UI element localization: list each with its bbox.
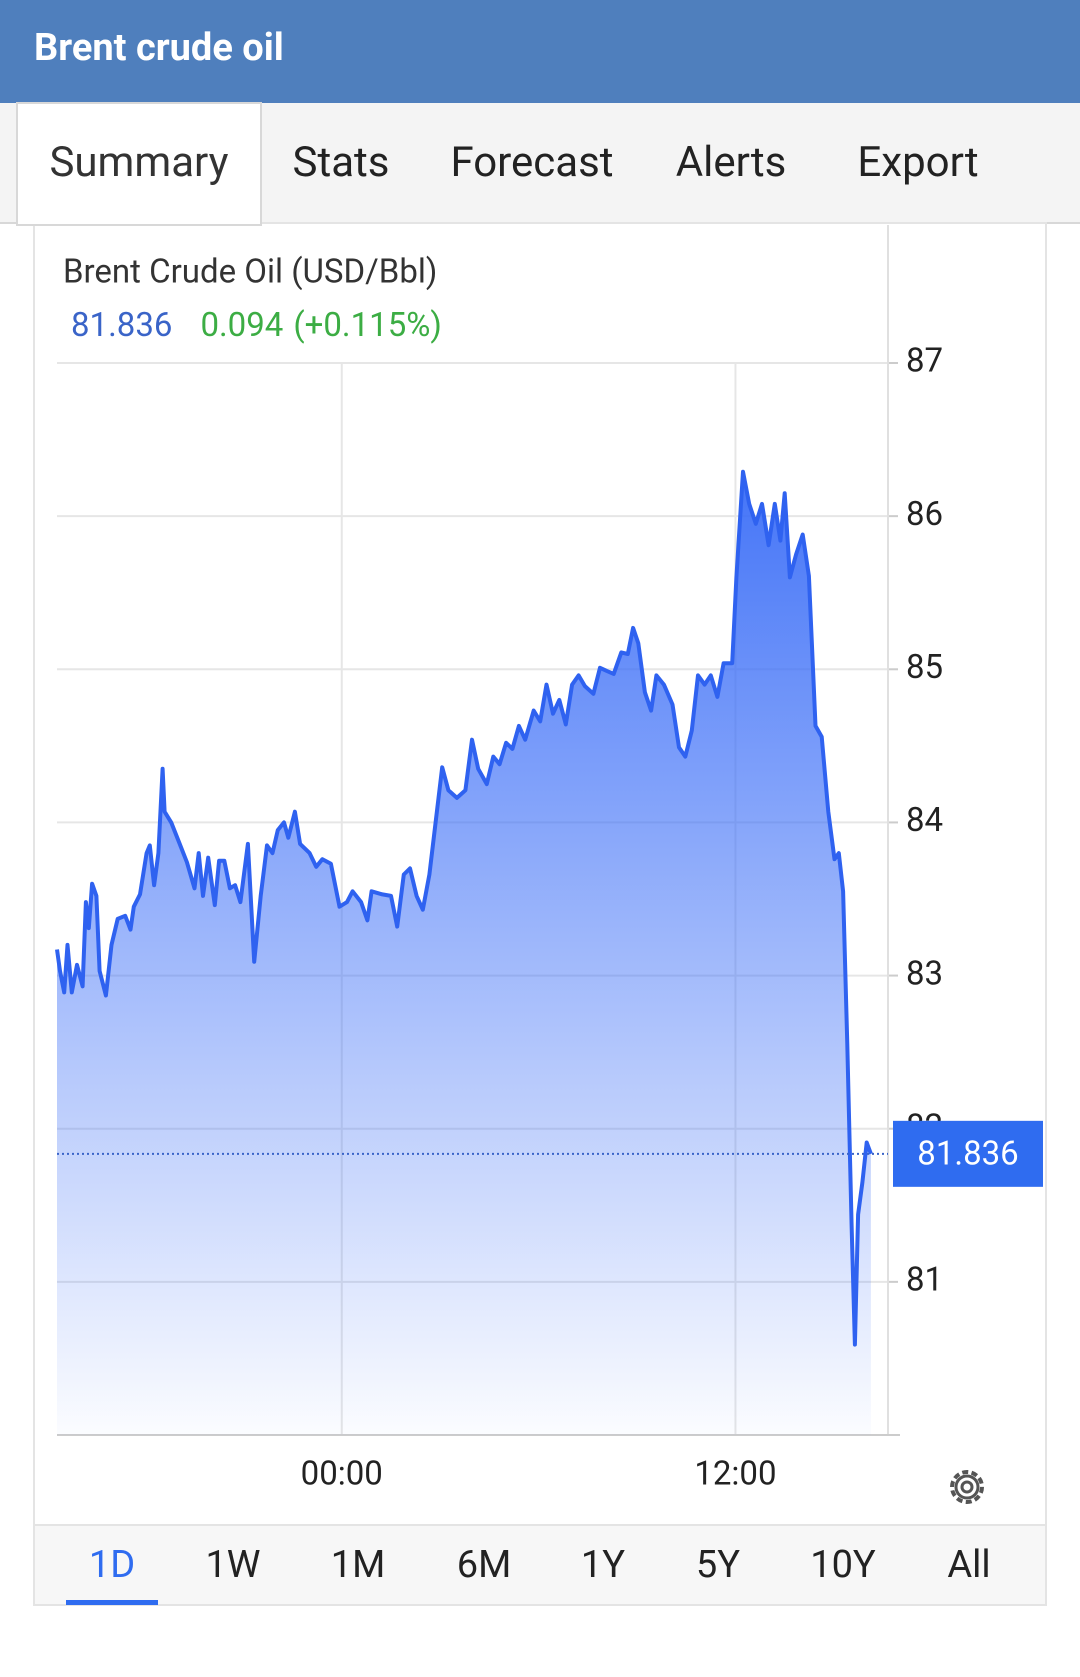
change: 0.094 <box>200 306 283 345</box>
tab-label[interactable]: Forecast <box>450 138 613 187</box>
range-button[interactable]: 1W <box>205 1543 260 1587</box>
y-tick-label: 86 <box>906 495 943 534</box>
price-tag-label: 81.836 <box>917 1135 1018 1174</box>
tab-label[interactable]: Stats <box>293 138 390 187</box>
area-fill <box>57 471 871 1435</box>
range-button[interactable]: 10Y <box>810 1543 876 1587</box>
range-button[interactable]: 5Y <box>696 1543 740 1587</box>
change-percent: (+0.115%) <box>293 306 442 345</box>
price-line <box>55 469 873 1347</box>
header-bar <box>0 0 1080 103</box>
range-button[interactable]: All <box>947 1543 990 1587</box>
range-button[interactable]: 1Y <box>581 1543 625 1587</box>
header-title: Brent crude oil <box>34 26 284 70</box>
range-button[interactable]: 6M <box>457 1543 512 1587</box>
range-button[interactable]: 1M <box>331 1543 386 1587</box>
active-tab[interactable] <box>16 102 262 226</box>
price: 81.836 <box>71 306 172 345</box>
range-underline <box>66 1600 158 1605</box>
y-tick-label: 87 <box>906 342 943 381</box>
tab-label[interactable]: Alerts <box>676 138 787 187</box>
tab-label[interactable]: Export <box>857 138 978 187</box>
range-button[interactable]: 1D <box>89 1543 135 1587</box>
quote-line: 81.836 0.094 (+0.115%) <box>71 306 442 345</box>
x-tick-label: 12:00 <box>694 1455 776 1494</box>
y-tick-label: 83 <box>906 954 943 993</box>
y-tick-label: 81 <box>906 1261 943 1300</box>
range-bar <box>35 1526 1045 1604</box>
y-tick-label: 84 <box>906 801 943 840</box>
chart-title: Brent Crude Oil (USD/Bbl) <box>63 253 437 292</box>
settings-icon[interactable] <box>950 1470 984 1504</box>
price-tag <box>893 1120 1043 1187</box>
x-tick-label: 00:00 <box>301 1455 383 1494</box>
y-tick-label: 85 <box>906 648 943 687</box>
tab-label[interactable]: Summary <box>49 138 228 187</box>
